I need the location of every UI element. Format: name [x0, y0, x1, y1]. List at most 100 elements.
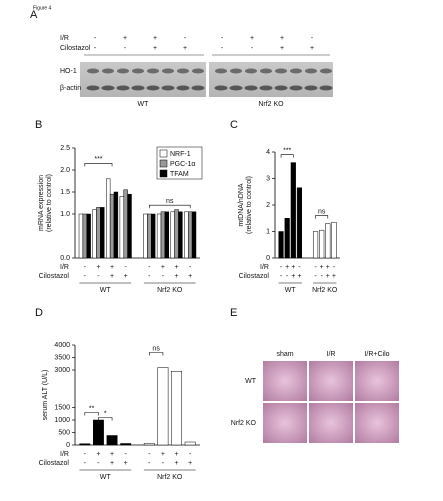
bar [178, 211, 183, 259]
annotation: * [104, 410, 107, 417]
bar [147, 213, 152, 259]
bracket [315, 215, 329, 219]
y-tick-label: 0.0 [60, 255, 70, 262]
sign: + [123, 35, 127, 42]
annotation: *** [94, 156, 102, 163]
band-label: β-actin [60, 85, 81, 92]
sign: - [125, 264, 128, 271]
band [320, 68, 332, 74]
sign: - [94, 35, 97, 42]
sign: + [175, 273, 179, 280]
panel-label: E [230, 307, 237, 319]
sign: + [326, 273, 330, 280]
sign: - [314, 273, 317, 280]
sign: + [161, 264, 165, 271]
band [319, 85, 333, 91]
band [87, 68, 99, 74]
band [229, 85, 243, 91]
annotation: ns [166, 198, 174, 205]
sign: - [148, 451, 151, 458]
bracket [98, 417, 113, 421]
y-tick-label: 3 [266, 175, 270, 182]
row-label: WT [245, 378, 257, 385]
figure-label: Figure 4 [33, 5, 52, 11]
row-label: Cilostazol [239, 273, 270, 280]
bar [106, 435, 118, 446]
row-label: Cilostazol [39, 273, 70, 280]
sign: - [251, 45, 254, 52]
y-tick-label: 0 [66, 442, 70, 449]
group-label: Nrf2 KO [312, 287, 338, 294]
bar [174, 209, 179, 259]
band [162, 68, 174, 74]
sign: - [189, 264, 192, 271]
sign: + [250, 35, 254, 42]
bar [82, 213, 87, 259]
sign: - [97, 273, 100, 280]
legend-box [156, 146, 203, 180]
bar [331, 221, 337, 259]
y-tick-label: 4 [266, 149, 270, 156]
bar [184, 441, 196, 446]
bar [106, 178, 111, 259]
bar [79, 443, 91, 446]
y-tick-label: 2.5 [60, 145, 70, 152]
y-axis-title: serum ALT (U/L) [42, 370, 49, 421]
y-tick-label: 1.5 [60, 189, 70, 196]
bar [170, 211, 175, 259]
sign: - [84, 273, 87, 280]
sign: + [297, 273, 301, 280]
column-label: I/R [327, 351, 336, 358]
bar [109, 193, 115, 259]
bar [150, 213, 156, 259]
panel-label: C [230, 119, 238, 131]
legend-swatch [159, 149, 168, 158]
sign: + [124, 460, 128, 467]
bracket [84, 163, 113, 167]
bar [123, 189, 128, 259]
sign: - [280, 273, 283, 280]
band [101, 85, 115, 91]
bar [278, 231, 284, 259]
band [177, 68, 189, 74]
sign: - [280, 264, 283, 271]
annotation: ns [152, 345, 160, 352]
bracket [149, 204, 191, 209]
bar [164, 211, 169, 259]
micrograph [354, 360, 400, 402]
bracket [280, 154, 294, 158]
column-label: sham [276, 351, 293, 358]
bracket [84, 412, 99, 416]
sign: + [310, 45, 314, 52]
band [86, 85, 100, 91]
y-tick-label: 1000 [54, 417, 70, 424]
band [117, 68, 129, 74]
sign: + [320, 264, 324, 271]
sign: + [96, 264, 100, 271]
legend-label: PGC-1α [170, 161, 195, 168]
sign: - [84, 264, 87, 271]
sign: - [124, 45, 127, 52]
sign: - [84, 460, 87, 467]
sign: - [298, 264, 301, 271]
sign: + [291, 264, 295, 271]
bar [96, 207, 101, 259]
sign: + [124, 273, 128, 280]
bar [188, 211, 193, 259]
row-label: I/R [60, 35, 69, 42]
band [147, 68, 159, 74]
sign: - [184, 35, 187, 42]
bar [93, 419, 104, 446]
band-label: HO-1 [60, 68, 77, 75]
sign: - [314, 264, 317, 271]
bar [143, 443, 155, 446]
sign: + [175, 264, 179, 271]
group-label: WT [100, 474, 112, 481]
band [215, 68, 227, 74]
sign: + [153, 45, 157, 52]
y-tick-label: 1 [266, 228, 270, 235]
sign: + [96, 451, 100, 458]
band [102, 68, 114, 74]
y-axis-title: mRNA expression(relative to control) [38, 174, 53, 232]
